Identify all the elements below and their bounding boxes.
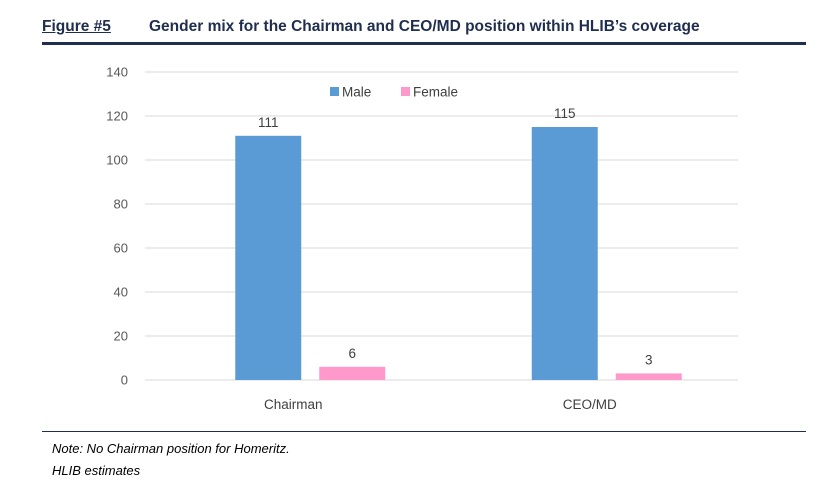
data-label: 6 bbox=[348, 346, 356, 361]
figure-number: Figure #5 bbox=[42, 18, 111, 35]
data-label: 111 bbox=[258, 115, 279, 130]
footer-divider bbox=[42, 431, 806, 432]
bar-female-1 bbox=[615, 373, 682, 380]
y-tick-label: 0 bbox=[121, 373, 128, 388]
legend-label: Male bbox=[342, 85, 371, 100]
y-tick-label: 100 bbox=[106, 153, 128, 168]
data-label: 115 bbox=[554, 106, 576, 121]
y-tick-label: 20 bbox=[114, 329, 128, 344]
data-label: 3 bbox=[645, 352, 653, 367]
y-tick-label: 140 bbox=[106, 65, 128, 80]
legend-label: Female bbox=[413, 85, 458, 100]
bar-female-0 bbox=[319, 366, 386, 380]
bar-chart: 0 20 40 60 80 100 120 140 111 6 Chairman 115 3 CEO/MD… bbox=[106, 65, 738, 412]
bar-male-0 bbox=[235, 135, 302, 380]
x-category-label: CEO/MD bbox=[563, 397, 617, 412]
figure-title: Gender mix for the Chairman and CEO/MD p… bbox=[149, 18, 700, 35]
y-tick-label: 120 bbox=[106, 109, 128, 124]
y-tick-label: 40 bbox=[114, 285, 128, 300]
y-tick-label: 80 bbox=[114, 197, 128, 212]
legend-swatch bbox=[330, 87, 339, 96]
y-tick-label: 60 bbox=[114, 241, 128, 256]
figure-header: Figure #5 Gender mix for the Chairman an… bbox=[42, 14, 806, 45]
bar-male-1 bbox=[531, 127, 598, 380]
chart-note: Note: No Chairman position for Homeritz. bbox=[52, 441, 290, 456]
legend-swatch bbox=[401, 87, 410, 96]
chart-source: HLIB estimates bbox=[52, 463, 141, 478]
x-category-label: Chairman bbox=[264, 397, 323, 412]
